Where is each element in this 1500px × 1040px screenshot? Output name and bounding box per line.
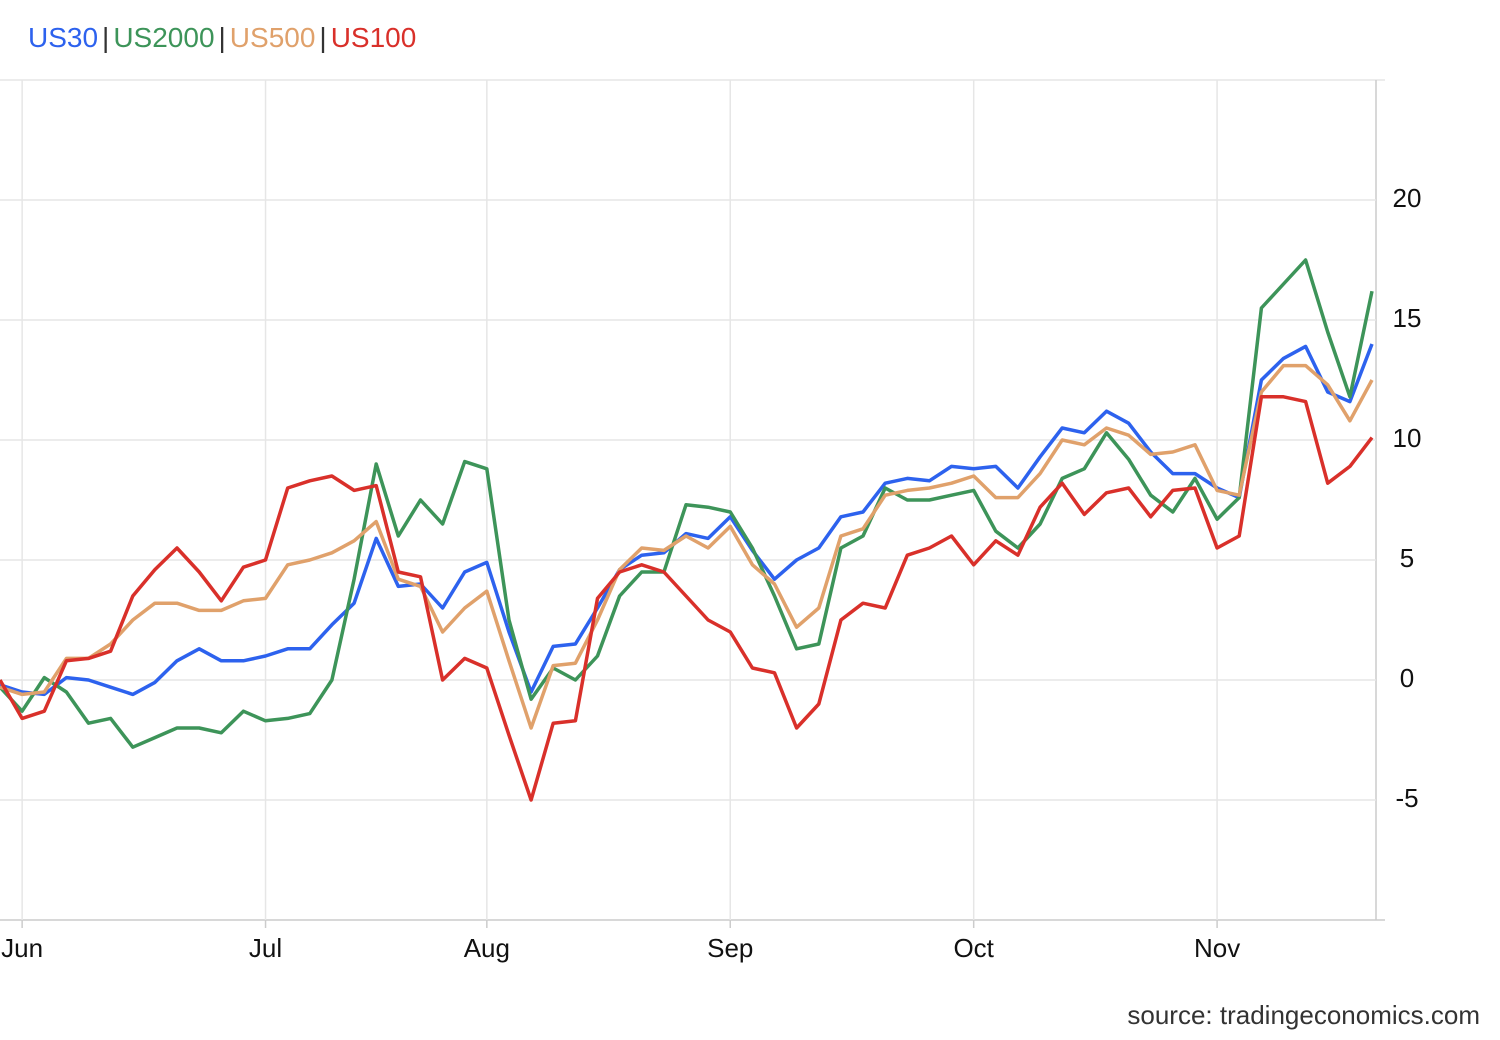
x-tick-label: Nov <box>1194 933 1240 963</box>
y-tick-label: 5 <box>1400 543 1414 573</box>
series-line <box>0 343 1374 697</box>
legend-entry: US100 <box>330 22 417 53</box>
y-tick-label: 0 <box>1400 663 1414 693</box>
x-tick-label: Sep <box>707 933 753 963</box>
legend: US30 | US2000 | US500 | US100 <box>28 22 417 53</box>
legend-entry: US30 <box>28 22 99 53</box>
x-tick-label: Jul <box>249 933 282 963</box>
y-tick-label: 20 <box>1393 183 1422 213</box>
y-tick-label: -5 <box>1395 783 1418 813</box>
x-tick-label: Aug <box>464 933 510 963</box>
y-tick-label: 10 <box>1393 423 1422 453</box>
legend-entry: US500 <box>229 22 316 53</box>
x-tick-label: Oct <box>953 933 994 963</box>
series-line <box>0 258 1374 749</box>
series-line <box>0 363 1374 730</box>
legend-entry: US2000 <box>113 22 215 53</box>
series-line <box>0 395 1374 802</box>
y-tick-label: 15 <box>1393 303 1422 333</box>
source: source: tradingeconomics.com <box>1127 1000 1480 1030</box>
x-tick-label: Jun <box>1 933 43 963</box>
